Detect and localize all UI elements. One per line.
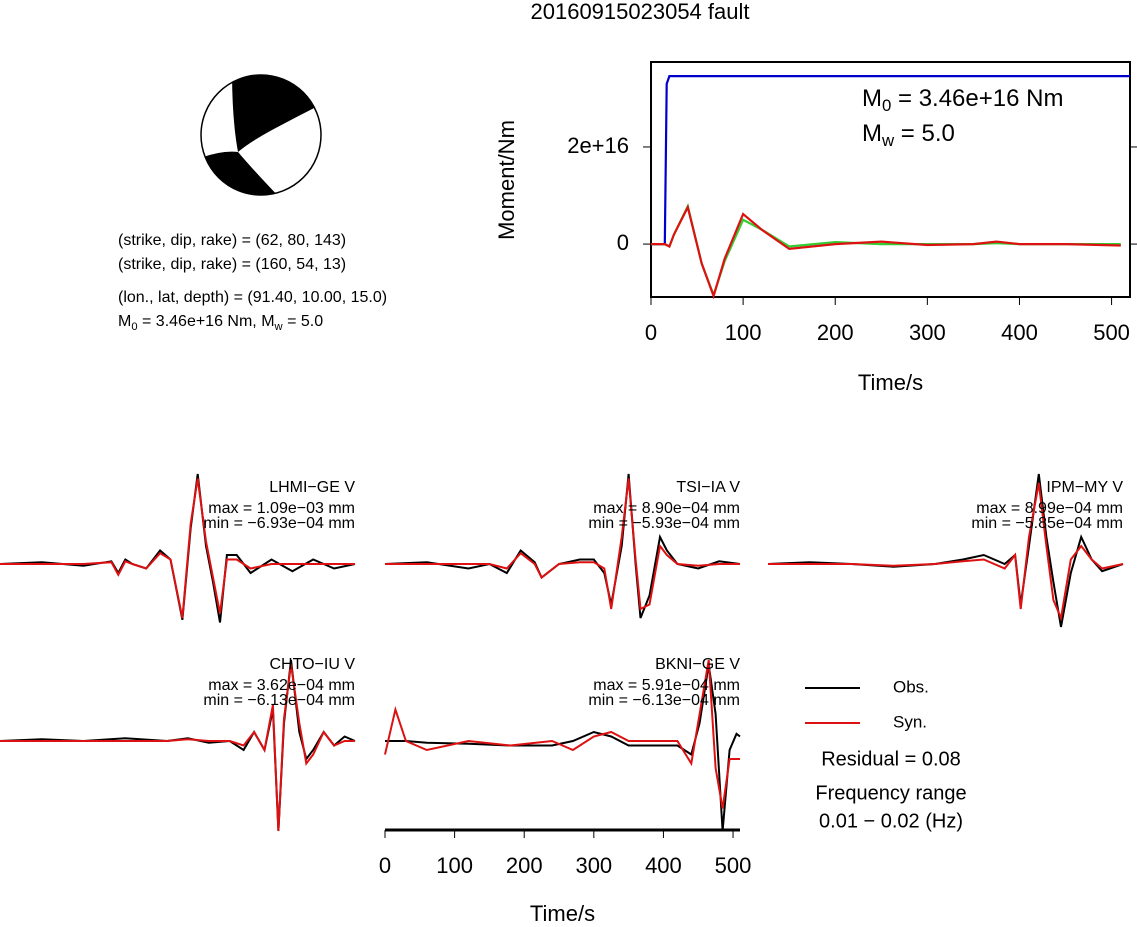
- max-label: max = 5.91e−04 mm: [593, 677, 740, 694]
- x-tick-label: 200: [817, 320, 854, 345]
- min-label: min = −6.13e−04 mm: [203, 692, 355, 709]
- text-part: M: [118, 313, 131, 330]
- beachball: [200, 74, 322, 196]
- max-label: max = 1.09e−03 mm: [208, 500, 355, 517]
- max-label: max = 8.90e−04 mm: [593, 500, 740, 517]
- station-label: TSI−IA V: [676, 479, 740, 496]
- legend-note: 0.01 − 0.02 (Hz): [819, 810, 963, 832]
- min-label: min = −6.93e−04 mm: [203, 515, 355, 532]
- legend-note: Frequency range: [815, 782, 966, 804]
- waveform: [385, 478, 740, 611]
- text-part: M: [862, 85, 882, 112]
- x-tick-label: 300: [909, 320, 946, 345]
- min-label: min = −6.13e−04 mm: [588, 692, 740, 709]
- x-tick-label: 200: [506, 853, 543, 878]
- waveform: [0, 664, 355, 832]
- max-label: max = 3.62e−04 mm: [208, 677, 355, 694]
- y-tick-label: 2e+16: [567, 133, 629, 158]
- x-tick-label: 300: [575, 853, 612, 878]
- x-tick-label: 500: [1093, 320, 1130, 345]
- legend-label: Obs.: [893, 677, 929, 696]
- text-part: = 5.0: [283, 313, 324, 330]
- moment-text: M0 = 3.46e+16 Nm, Mw = 5.0: [118, 313, 323, 333]
- station-label: BKNI−GE V: [655, 656, 740, 673]
- moment-line: [651, 204, 1121, 300]
- mechanism-text: (strike, dip, rake) = (62, 80, 143): [118, 232, 346, 249]
- x-tick-label: 100: [436, 853, 473, 878]
- text-part: = 3.46e+16 Nm: [891, 85, 1063, 112]
- waveform: [768, 482, 1124, 622]
- moment-line: [651, 202, 1121, 299]
- max-label: max = 8.99e−04 mm: [976, 500, 1123, 517]
- legend-label: Syn.: [893, 712, 927, 731]
- x-axis-label: Time/s: [530, 901, 595, 926]
- text-part: M: [862, 120, 882, 147]
- mechanism-text: (lon., lat, depth) = (91.40, 10.00, 15.0…: [118, 289, 387, 306]
- x-tick-label: 0: [379, 853, 391, 878]
- min-label: min = −5.85e−04 mm: [971, 515, 1123, 532]
- station-label: IPM−MY V: [1046, 479, 1123, 496]
- subscript: 0: [131, 321, 137, 333]
- waveform: [384, 659, 740, 809]
- station-label: CHTO−IU V: [270, 656, 356, 673]
- annotation: M0 = 3.46e+16 Nm: [862, 85, 1063, 115]
- x-tick-label: 500: [715, 853, 752, 878]
- station-label: LHMI−GE V: [269, 479, 355, 496]
- x-tick-label: 100: [725, 320, 762, 345]
- annotation: Mw = 5.0: [862, 120, 955, 150]
- y-axis-label: Moment/Nm: [494, 120, 519, 240]
- text-part: = 5.0: [894, 120, 955, 147]
- x-axis-label: Time/s: [858, 370, 923, 395]
- legend-note: Residual = 0.08: [821, 748, 961, 770]
- x-tick-label: 0: [645, 320, 657, 345]
- subscript: w: [274, 321, 284, 333]
- subscript: w: [881, 132, 895, 151]
- plot-frame: [650, 61, 1131, 298]
- x-tick-label: 400: [1001, 320, 1038, 345]
- min-label: min = −5.93e−04 mm: [588, 515, 740, 532]
- y-tick-label: 0: [617, 230, 629, 255]
- subscript: 0: [882, 97, 891, 116]
- waveform: [767, 473, 1124, 628]
- text-part: = 3.46e+16 Nm, M: [138, 313, 275, 330]
- x-tick-label: 400: [645, 853, 682, 878]
- waveform: [0, 478, 355, 619]
- waveform: [0, 473, 356, 623]
- figure-title: 20160915023054 fault: [531, 0, 750, 24]
- mechanism-text: (strike, dip, rake) = (160, 54, 13): [118, 256, 346, 273]
